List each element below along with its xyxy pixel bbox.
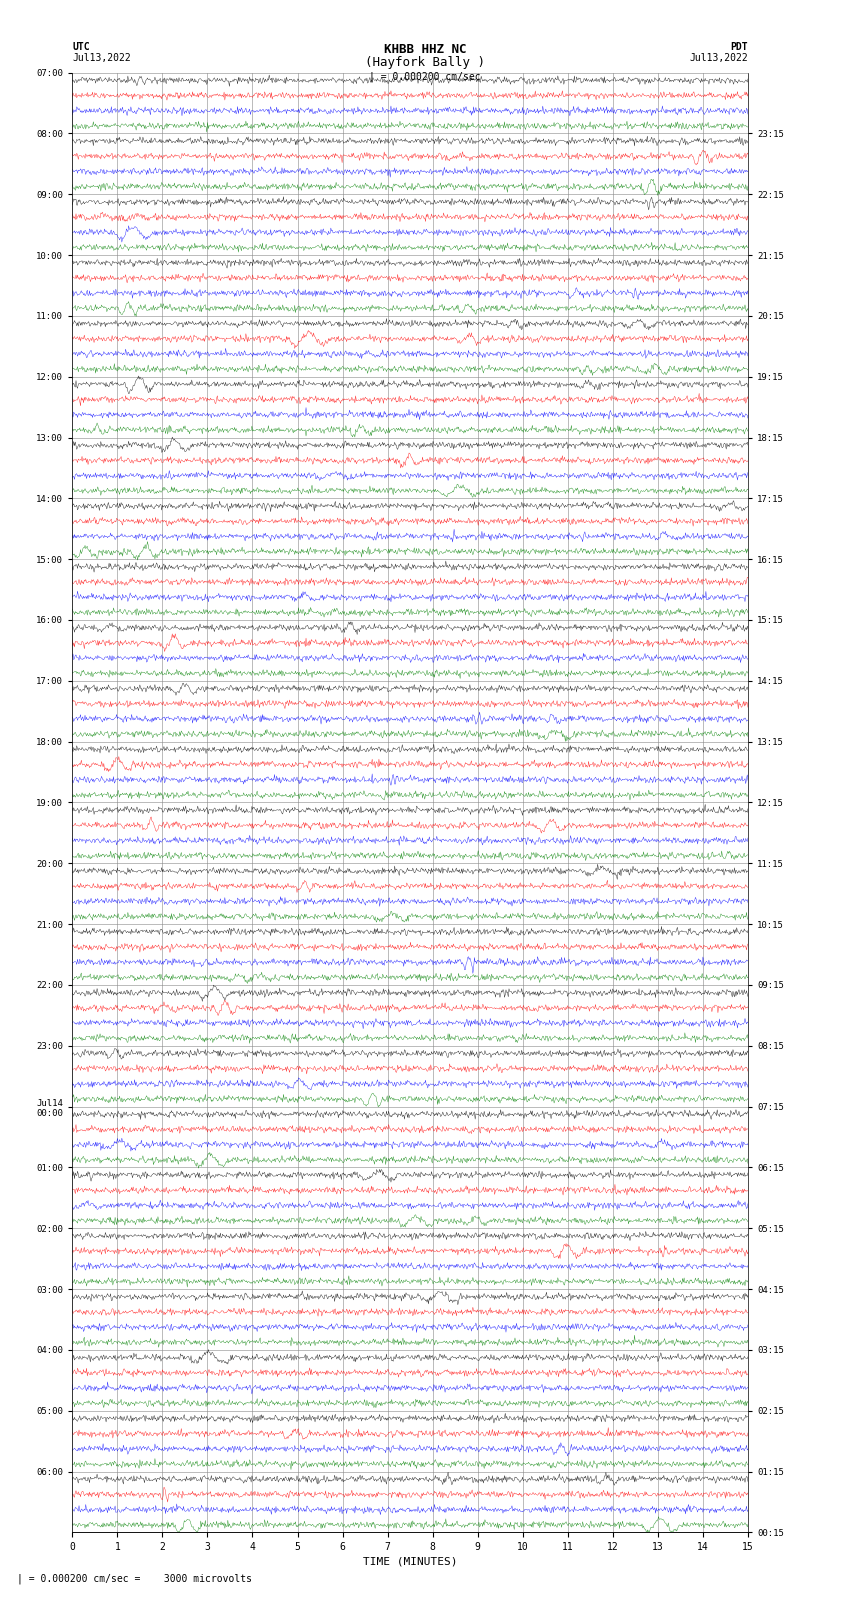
Text: KHBB HHZ NC: KHBB HHZ NC — [383, 44, 467, 56]
X-axis label: TIME (MINUTES): TIME (MINUTES) — [363, 1557, 457, 1566]
Text: UTC: UTC — [72, 42, 90, 52]
Text: PDT: PDT — [730, 42, 748, 52]
Text: Jul13,2022: Jul13,2022 — [689, 53, 748, 63]
Text: Jul13,2022: Jul13,2022 — [72, 53, 131, 63]
Text: (Hayfork Bally ): (Hayfork Bally ) — [365, 56, 485, 69]
Text: | = 0.000200 cm/sec: | = 0.000200 cm/sec — [369, 71, 481, 82]
Text: | = 0.000200 cm/sec =    3000 microvolts: | = 0.000200 cm/sec = 3000 microvolts — [17, 1573, 252, 1584]
